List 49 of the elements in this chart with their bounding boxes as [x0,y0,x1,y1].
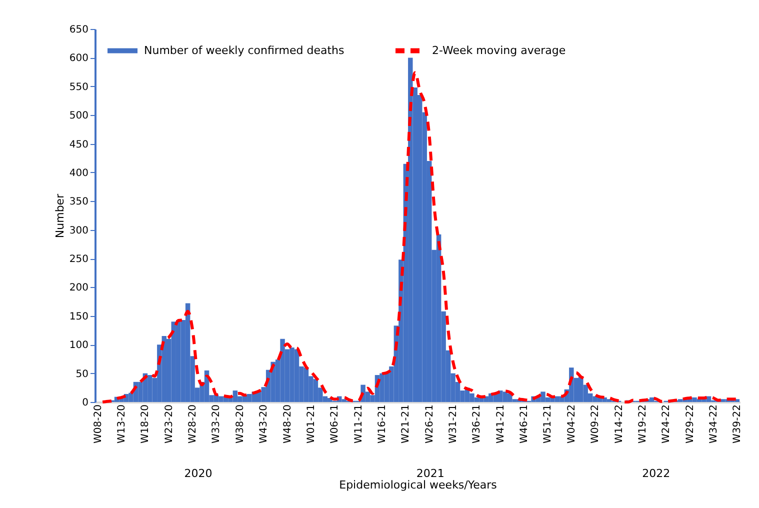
y-tick-label: 200 [69,282,88,294]
legend-label: 2-Week moving average [432,44,566,57]
x-tick-label: W29-22 [684,404,696,444]
y-tick-label: 300 [69,225,88,236]
x-tick-label: W06-21 [330,404,341,444]
x-tick-label: W28-20 [188,404,199,444]
x-tick-label: W11-21 [353,404,364,444]
x-tick-label: W41-21 [495,404,506,444]
y-tick-label: 600 [69,53,88,64]
x-tick-label: W19-22 [637,404,648,444]
y-tick-label: 400 [69,168,88,179]
x-tick-label: W43-20 [258,404,270,444]
x-tick-label: W01-21 [306,404,317,444]
legend-label: Number of weekly confirmed deaths [144,44,344,57]
x-tick-label: W09-22 [590,404,602,444]
y-tick-label: 650 [69,24,88,36]
x-tick-label: W04-22 [566,404,578,444]
x-tick-label: W51-21 [542,404,554,444]
x-tick-label: W13-20 [116,404,128,444]
text: 2022 [642,467,670,480]
y-tick-label: 500 [69,110,88,122]
text: 2020 [184,467,212,480]
x-tick-label: W18-20 [140,404,152,444]
x-axis-title: Epidemiological weeks/Years [339,478,498,492]
y-tick-label: 50 [76,368,88,380]
y-axis-title: Number [53,193,66,238]
x-tick-label: W16-21 [376,404,388,444]
y-tick-label: 0 [82,398,88,408]
x-tick-label: W46-21 [519,404,530,444]
x-tick-label: W33-20 [211,404,222,444]
x-tick-label: W08-20 [92,404,104,444]
x-tick-label: W26-21 [424,404,436,444]
x-tick-label: W34-22 [708,404,720,444]
y-tick-label: 250 [69,254,88,266]
x-tick-label: W36-21 [472,404,483,444]
y-tick-label: 350 [69,196,88,208]
x-tick-label: W24-22 [661,404,672,444]
x-tick-label: W21-21 [400,404,412,444]
text: 2021 [416,467,444,480]
x-tick-label: W39-22 [732,404,744,444]
x-tick-label: W31-21 [448,404,460,444]
y-tick-label: 550 [69,82,88,93]
x-tick-label: W23-20 [164,404,175,444]
y-tick-label: 100 [69,340,88,352]
y-tick-label: 450 [69,139,88,150]
x-tick-label: W48-20 [282,404,294,444]
x-tick-label: W14-22 [614,404,625,444]
y-tick-label: 150 [69,311,88,322]
x-tick-label: W38-20 [234,404,246,444]
